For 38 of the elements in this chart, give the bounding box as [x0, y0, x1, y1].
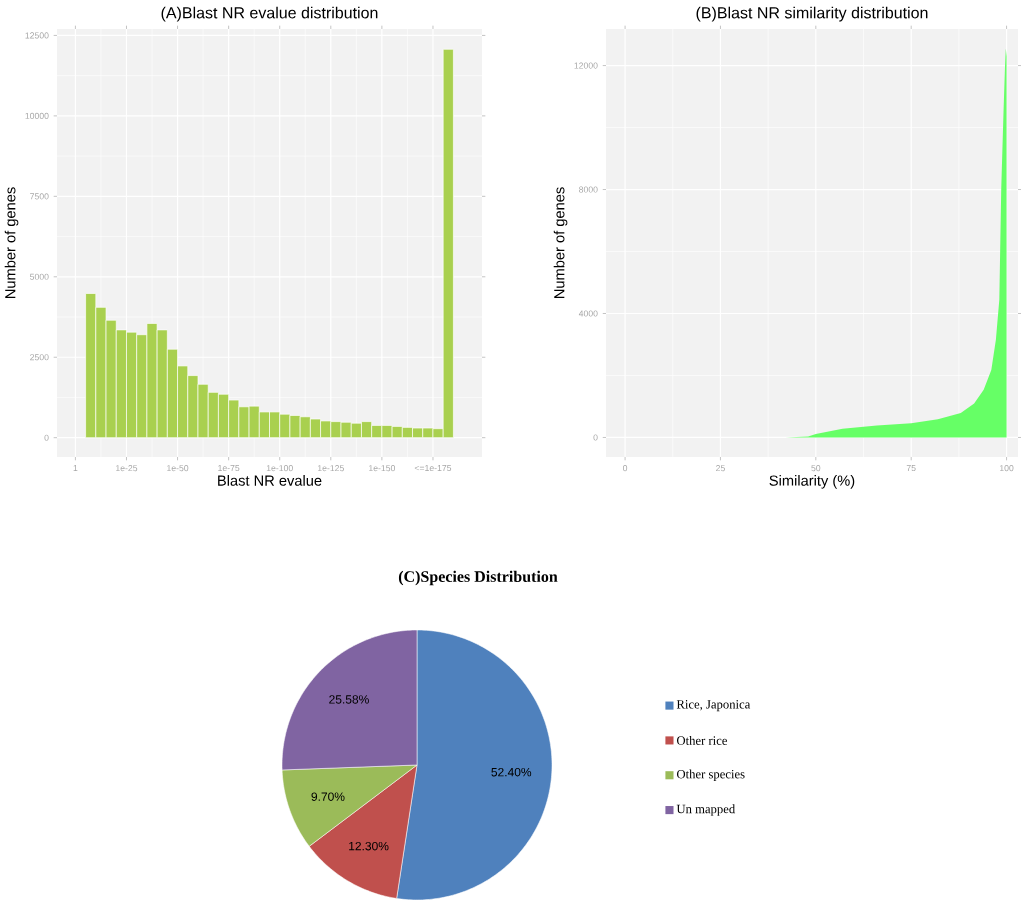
- y-axis-title: Number of genes: [553, 187, 568, 299]
- x-tick-label: 1e-50: [167, 465, 189, 472]
- x-tick-label: 0: [623, 465, 628, 472]
- y-tick-label: 0: [44, 434, 49, 441]
- chart-title: (B)Blast NR similarity distribution: [696, 6, 928, 22]
- y-tick-label: 5000: [30, 273, 49, 280]
- legend-label: Rice, Japonica: [676, 700, 751, 712]
- x-axis-title: Blast NR evalue: [218, 475, 322, 486]
- x-tick-label: 75: [906, 465, 916, 472]
- data-label: 9.70%: [311, 792, 345, 801]
- y-tick-label: 2500: [30, 354, 49, 361]
- x-tick-label: 1e-25: [116, 465, 138, 472]
- x-tick-label: 1e-125: [317, 465, 344, 472]
- y-tick-label: 10000: [25, 112, 49, 119]
- chart-title: (A)Blast NR evalue distribution: [161, 6, 378, 22]
- y-tick-label: 12000: [574, 62, 598, 69]
- x-tick-label: 25: [716, 465, 725, 472]
- legend-label: Other species: [676, 769, 745, 781]
- x-axis-title: Similarity (%): [769, 475, 855, 489]
- x-tick-label: 1e-150: [369, 465, 396, 472]
- legend-label: Un mapped: [676, 804, 736, 816]
- y-tick-label: 12500: [25, 32, 49, 39]
- chart-title: (C)Species Distribution: [398, 570, 558, 586]
- x-tick-label: 100: [1000, 465, 1014, 472]
- y-axis-title: Number of genes: [4, 187, 19, 299]
- y-tick-label: 8000: [579, 186, 598, 193]
- data-label: 52.40%: [491, 767, 532, 777]
- data-label: 12.30%: [349, 841, 389, 851]
- y-tick-label: 7500: [30, 193, 49, 200]
- data-label: 25.58%: [329, 695, 369, 704]
- x-tick-label: 1e-75: [218, 465, 240, 472]
- legend-label: Other rice: [676, 735, 727, 745]
- x-tick-label: 1e-100: [266, 465, 293, 472]
- x-tick-label: <=1e-175: [414, 465, 452, 472]
- x-tick-label: 1: [73, 465, 78, 471]
- y-tick-label: 4000: [578, 310, 598, 317]
- x-tick-label: 50: [811, 465, 821, 472]
- y-tick-label: 0: [593, 434, 598, 441]
